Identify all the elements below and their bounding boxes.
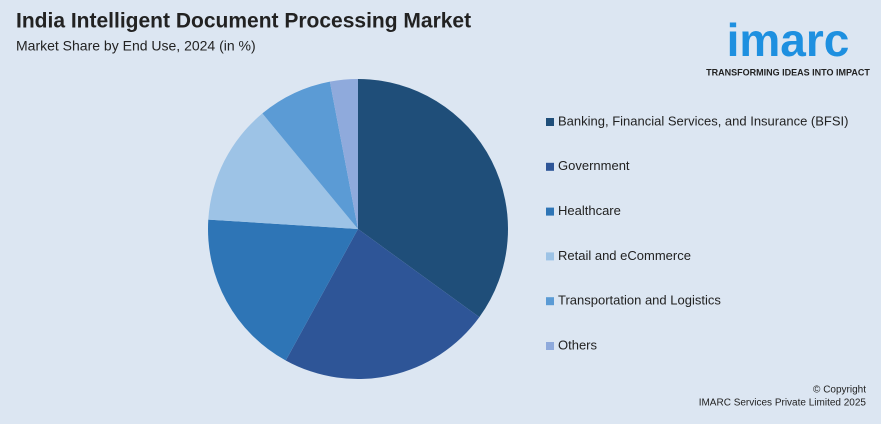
logo-tagline: TRANSFORMING IDEAS INTO IMPACT (706, 67, 870, 77)
legend-swatch (546, 118, 554, 126)
legend-label: Healthcare (558, 203, 621, 218)
copyright-owner: IMARC Services Private Limited 2025 (699, 398, 867, 409)
pie-slice (285, 229, 480, 380)
pie-slice (262, 81, 358, 229)
chart-title: India Intelligent Document Processing Ma… (16, 10, 471, 33)
legend-label: Banking, Financial Services, and Insuran… (558, 113, 848, 128)
legend-label: Government (558, 158, 630, 173)
legend-swatch (546, 207, 554, 216)
copyright: © Copyright (813, 385, 866, 396)
pie-slice (358, 79, 509, 318)
legend-label: Transportation and Logistics (558, 293, 721, 308)
legend-swatch (546, 297, 554, 306)
logo: imarc (727, 14, 850, 66)
pie (208, 79, 509, 380)
legend-label: Retail and eCommerce (558, 248, 691, 263)
legend-swatch (546, 162, 554, 171)
chart-subtitle: Market Share by End Use, 2024 (in %) (16, 38, 256, 54)
pie-slice (329, 79, 358, 229)
legend: Banking, Financial Services, and Insuran… (546, 113, 848, 352)
legend-label: Others (558, 337, 598, 352)
pie-slice (208, 219, 358, 361)
legend-swatch (546, 252, 554, 261)
legend-swatch (546, 342, 554, 350)
pie-slice (208, 113, 358, 229)
